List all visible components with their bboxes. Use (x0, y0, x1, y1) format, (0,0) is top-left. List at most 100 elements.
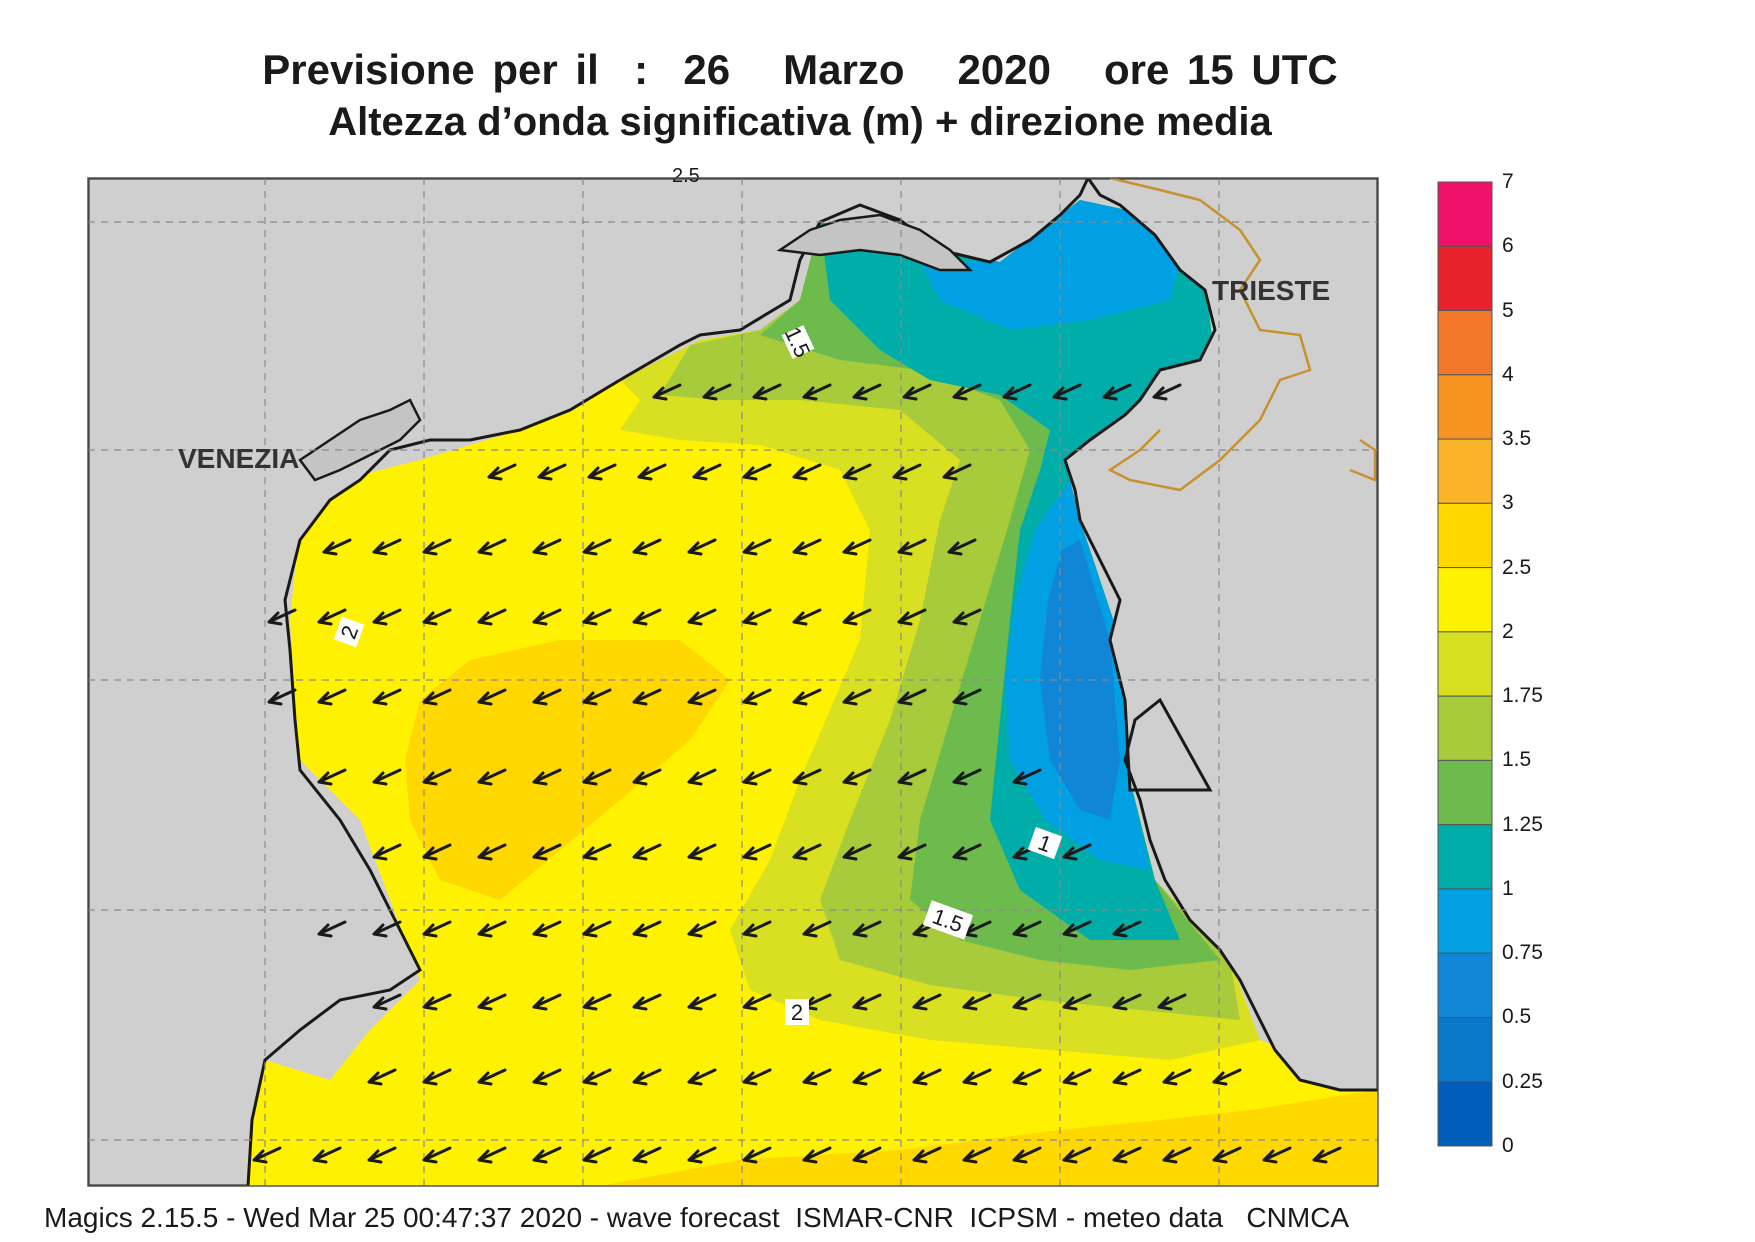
direction-arrow (687, 608, 717, 626)
legend-label: 1 (1502, 876, 1514, 900)
legend-label: 0.5 (1502, 1005, 1532, 1029)
direction-arrow (842, 463, 872, 481)
direction-arrow (532, 993, 562, 1011)
direction-arrow (1012, 768, 1042, 786)
legend-label: 1.25 (1502, 812, 1543, 836)
legend-swatch (1437, 245, 1493, 312)
direction-arrow (842, 608, 872, 626)
direction-arrow (742, 993, 772, 1011)
direction-arrow (422, 1068, 452, 1086)
legend-label: 5 (1502, 298, 1514, 322)
direction-arrow (842, 768, 872, 786)
legend-swatch (1437, 695, 1493, 761)
contour-label-2-south: 2 (785, 999, 809, 1025)
direction-arrow (317, 768, 347, 786)
direction-arrow (1012, 920, 1042, 938)
venice-islands (298, 398, 422, 482)
direction-arrow (962, 1146, 992, 1164)
direction-arrow (532, 608, 562, 626)
direction-arrow (632, 1068, 662, 1086)
direction-arrow (792, 843, 822, 861)
direction-arrow (842, 843, 872, 861)
legend-swatch (1437, 952, 1493, 1018)
direction-arrow (852, 1146, 882, 1164)
direction-arrow (632, 1146, 662, 1164)
direction-arrow (582, 993, 612, 1011)
legend-label: 6 (1502, 234, 1514, 258)
direction-arrow (952, 383, 982, 401)
direction-arrow (632, 920, 662, 938)
direction-arrow (912, 1146, 942, 1164)
direction-arrow (652, 383, 682, 401)
direction-arrow (1157, 993, 1187, 1011)
direction-arrow (372, 688, 402, 706)
direction-arrow (1162, 1146, 1192, 1164)
direction-arrow (687, 768, 717, 786)
direction-arrow (532, 538, 562, 556)
direction-arrow (1062, 843, 1092, 861)
legend-swatch (1437, 759, 1493, 826)
legend-swatch (1437, 631, 1493, 697)
direction-arrow (792, 608, 822, 626)
istria-land (1063, 178, 1378, 1092)
direction-arrow (532, 920, 562, 938)
direction-arrow (1112, 1146, 1142, 1164)
direction-arrow (532, 688, 562, 706)
direction-arrow (1012, 1068, 1042, 1086)
contour-2.5-3-south (600, 1090, 1378, 1186)
direction-arrow (897, 768, 927, 786)
direction-arrow (267, 688, 297, 706)
direction-arrow (952, 608, 982, 626)
color-legend (1437, 181, 1493, 1147)
direction-arrow (1212, 1068, 1242, 1086)
direction-arrow (952, 688, 982, 706)
direction-arrow (842, 688, 872, 706)
legend-swatch (1437, 1016, 1493, 1083)
direction-arrow (372, 608, 402, 626)
direction-arrow (687, 993, 717, 1011)
direction-arrow (1312, 1146, 1342, 1164)
direction-arrow (632, 768, 662, 786)
city-label-venezia: VENEZIA (178, 443, 299, 474)
direction-arrow (582, 688, 612, 706)
legend-label: 2 (1502, 619, 1514, 643)
direction-arrow (687, 538, 717, 556)
city-label-trieste: TRIESTE (1212, 275, 1330, 306)
direction-arrow (582, 843, 612, 861)
direction-arrow (477, 688, 507, 706)
legend-label: 0 (1502, 1134, 1514, 1157)
direction-arrow (1052, 383, 1082, 401)
direction-arrow (532, 1068, 562, 1086)
legend-label: 0.75 (1502, 941, 1543, 965)
direction-arrow (317, 688, 347, 706)
direction-arrow (1012, 993, 1042, 1011)
direction-arrow (802, 920, 832, 938)
direction-arrow (752, 383, 782, 401)
direction-arrow (742, 1146, 772, 1164)
direction-arrow (1102, 383, 1132, 401)
direction-arrow (477, 1146, 507, 1164)
direction-arrow (1112, 1068, 1142, 1086)
direction-arrow (952, 768, 982, 786)
border-line (1107, 178, 1377, 492)
direction-arrow (477, 993, 507, 1011)
direction-arrow (742, 688, 772, 706)
direction-arrow (632, 843, 662, 861)
legend-swatch (1437, 888, 1493, 954)
title-line-1: Previsione per il : 26 Marzo 2020 ore 15… (262, 46, 1338, 93)
legend-swatch (1437, 1081, 1493, 1147)
direction-arrow (802, 1146, 832, 1164)
legend-swatch (1437, 502, 1493, 569)
legend-swatch (1437, 181, 1493, 247)
direction-arrow (582, 768, 612, 786)
direction-arrow (1012, 1146, 1042, 1164)
direction-arrow (267, 608, 297, 626)
direction-arrow (687, 688, 717, 706)
footer-credits: Magics 2.15.5 - Wed Mar 25 00:47:37 2020… (44, 1202, 1350, 1233)
direction-arrow (687, 843, 717, 861)
legend-swatch (1437, 374, 1493, 440)
contour-2.5-3-central (405, 640, 730, 900)
direction-arrow (947, 538, 977, 556)
direction-arrow (582, 920, 612, 938)
legend-swatch (1437, 824, 1493, 890)
